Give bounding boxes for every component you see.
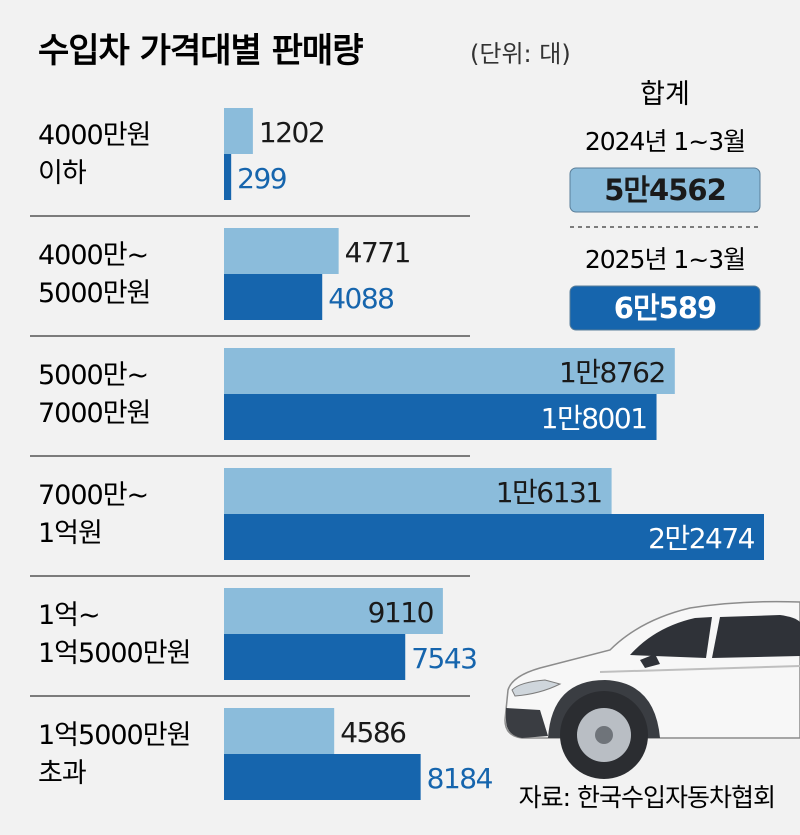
source-note: 자료: 한국수입자동차협회: [519, 783, 775, 812]
value-label-2025: 7543: [411, 642, 476, 675]
category-label: 4000만원: [38, 120, 150, 151]
totals-heading: 합계: [640, 79, 690, 110]
bar-2024: [224, 708, 335, 754]
bar-2024: [224, 468, 612, 514]
value-label-2024: 4771: [345, 236, 410, 269]
category-label: 1억5000만원: [38, 638, 190, 669]
car-illustration: [504, 600, 800, 779]
category-label: 1억원: [38, 518, 102, 549]
value-label-2024: 9110: [368, 596, 433, 629]
value-label-2024: 1202: [259, 116, 324, 149]
category-label: 5000만원: [38, 278, 150, 309]
totals-box: [569, 285, 761, 331]
value-label-2025: 2만2474: [648, 522, 755, 555]
category-label: 1억5000만원: [38, 720, 190, 751]
category-label: 1억~: [38, 600, 100, 631]
bar-2024: [224, 588, 443, 634]
bar-2024: [224, 108, 253, 154]
chart-title: 수입차 가격대별 판매량: [38, 31, 363, 71]
bar-2025: [224, 274, 323, 320]
category-label: 7000만~: [38, 480, 148, 511]
value-label-2025: 4088: [328, 282, 393, 315]
value-label-2024: 4586: [340, 716, 406, 749]
category-label: 4000만~: [38, 240, 148, 271]
bar-2025: [224, 754, 421, 800]
totals-period: 2024년 1~3월: [585, 127, 745, 156]
bar-2025: [224, 514, 764, 560]
totals-period: 2025년 1~3월: [585, 245, 745, 274]
category-label: 이하: [38, 158, 87, 189]
value-label-2025: 299: [237, 162, 286, 195]
totals-value: 6만589: [614, 291, 716, 325]
bar-2025: [224, 394, 657, 440]
bar-2024: [224, 228, 339, 274]
bar-2025: [224, 634, 406, 680]
category-label: 5000만~: [38, 360, 148, 391]
totals-box: [569, 167, 761, 213]
category-label: 초과: [38, 758, 86, 789]
value-label-2025: 8184: [427, 762, 493, 795]
category-label: 7000만원: [38, 398, 150, 429]
bar-2024: [224, 348, 675, 394]
value-label-2024: 1만6131: [496, 476, 602, 509]
value-label-2024: 1만8762: [559, 356, 665, 389]
value-label-2025: 1만8001: [541, 402, 647, 435]
bar-2025: [224, 154, 232, 200]
unit-label: (단위: 대): [470, 40, 571, 68]
totals-value: 5만4562: [604, 173, 726, 207]
